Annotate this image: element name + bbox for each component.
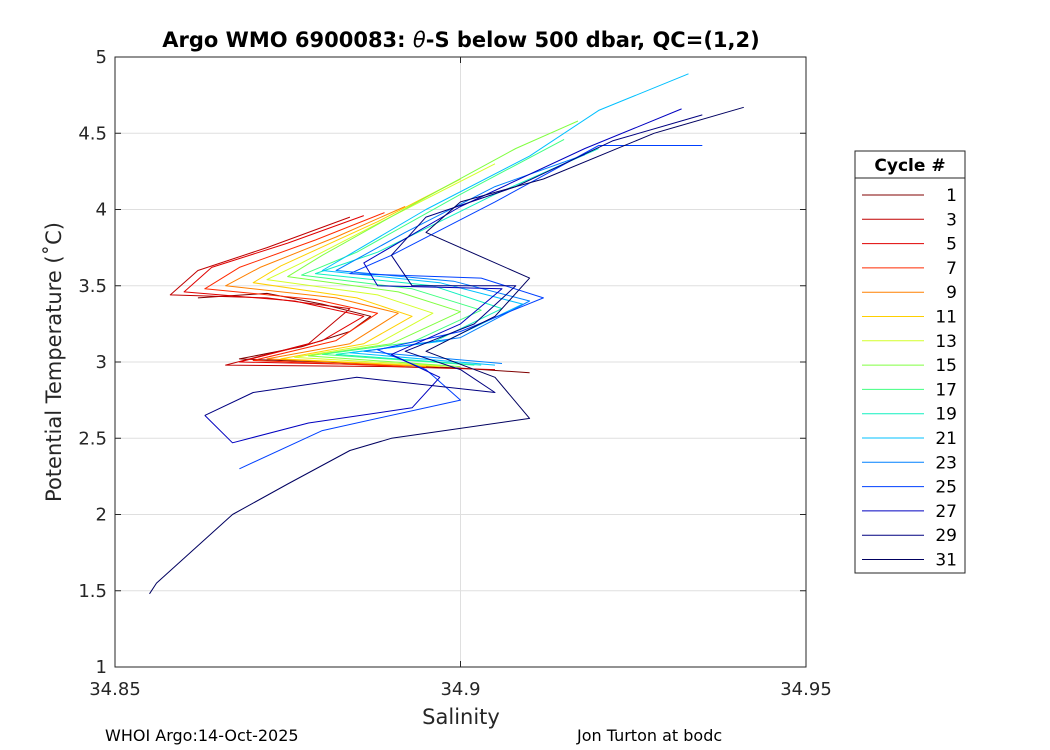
legend-label-cycle-25: 25 [935, 478, 957, 498]
chart-title: Argo WMO 6900083: θ-S below 500 dbar, QC… [162, 28, 759, 52]
y-tick-label: 4.5 [78, 123, 107, 144]
y-tick-label: 2 [96, 505, 107, 526]
legend-label-cycle-17: 17 [935, 380, 957, 400]
legend-label-cycle-13: 13 [935, 332, 957, 352]
x-tick-label: 34.9 [440, 679, 480, 700]
series-line-cycle-15 [287, 120, 579, 368]
legend-box [854, 150, 966, 574]
series-line-cycle-25 [239, 145, 703, 470]
series-line-cycle-27 [204, 108, 682, 444]
legend-label-cycle-5: 5 [946, 235, 957, 255]
y-tick-label: 3 [96, 352, 107, 373]
legend-label-cycle-15: 15 [935, 356, 957, 376]
series-line-cycle-31 [149, 106, 744, 595]
series-line-cycle-7 [204, 212, 406, 368]
series-line-cycle-29 [204, 114, 703, 416]
series-line-cycle-3 [169, 216, 496, 371]
y-tick-label: 4 [96, 200, 107, 221]
legend-label-cycle-27: 27 [935, 502, 957, 522]
x-axis-label: Salinity [422, 705, 500, 729]
legend-label-cycle-3: 3 [946, 210, 957, 230]
legend-label-cycle-29: 29 [935, 526, 957, 546]
series-line-cycle-17 [301, 138, 565, 366]
y-axis-label: Potential Temperature (˚C) [42, 222, 66, 502]
series-line-cycle-9 [225, 206, 427, 368]
axis-ticks: 1 1.5 2 2.5 3 3.5 4 4.5 5 34.85 34.9 34.95 [78, 47, 831, 700]
legend-label-cycle-1: 1 [946, 186, 957, 206]
x-tick-label: 34.95 [780, 679, 832, 700]
legend-title: Cycle # [874, 156, 945, 176]
y-tick-label: 2.5 [78, 428, 107, 449]
legend-label-cycle-11: 11 [935, 308, 957, 328]
footer-left-text: WHOI Argo:14-Oct-2025 [105, 726, 299, 745]
y-tick-label: 5 [96, 47, 107, 68]
series-lines [149, 73, 744, 595]
y-tick-label: 1.5 [78, 581, 107, 602]
footer-right-text: Jon Turton at bodc [576, 726, 722, 745]
y-tick-label: 3.5 [78, 276, 107, 297]
legend-label-cycle-31: 31 [935, 551, 957, 571]
legend-label-cycle-23: 23 [935, 453, 957, 473]
legend-label-cycle-9: 9 [946, 283, 957, 303]
y-tick-label: 1 [96, 657, 107, 678]
legend-label-cycle-19: 19 [935, 405, 957, 425]
series-line-cycle-23 [335, 154, 586, 364]
legend-label-cycle-7: 7 [946, 259, 957, 279]
legend-label-cycle-21: 21 [935, 429, 957, 449]
x-tick-label: 34.85 [89, 679, 141, 700]
series-line-cycle-11 [252, 178, 461, 368]
series-line-cycle-13 [266, 163, 496, 368]
series-line-cycle-5 [183, 215, 392, 366]
